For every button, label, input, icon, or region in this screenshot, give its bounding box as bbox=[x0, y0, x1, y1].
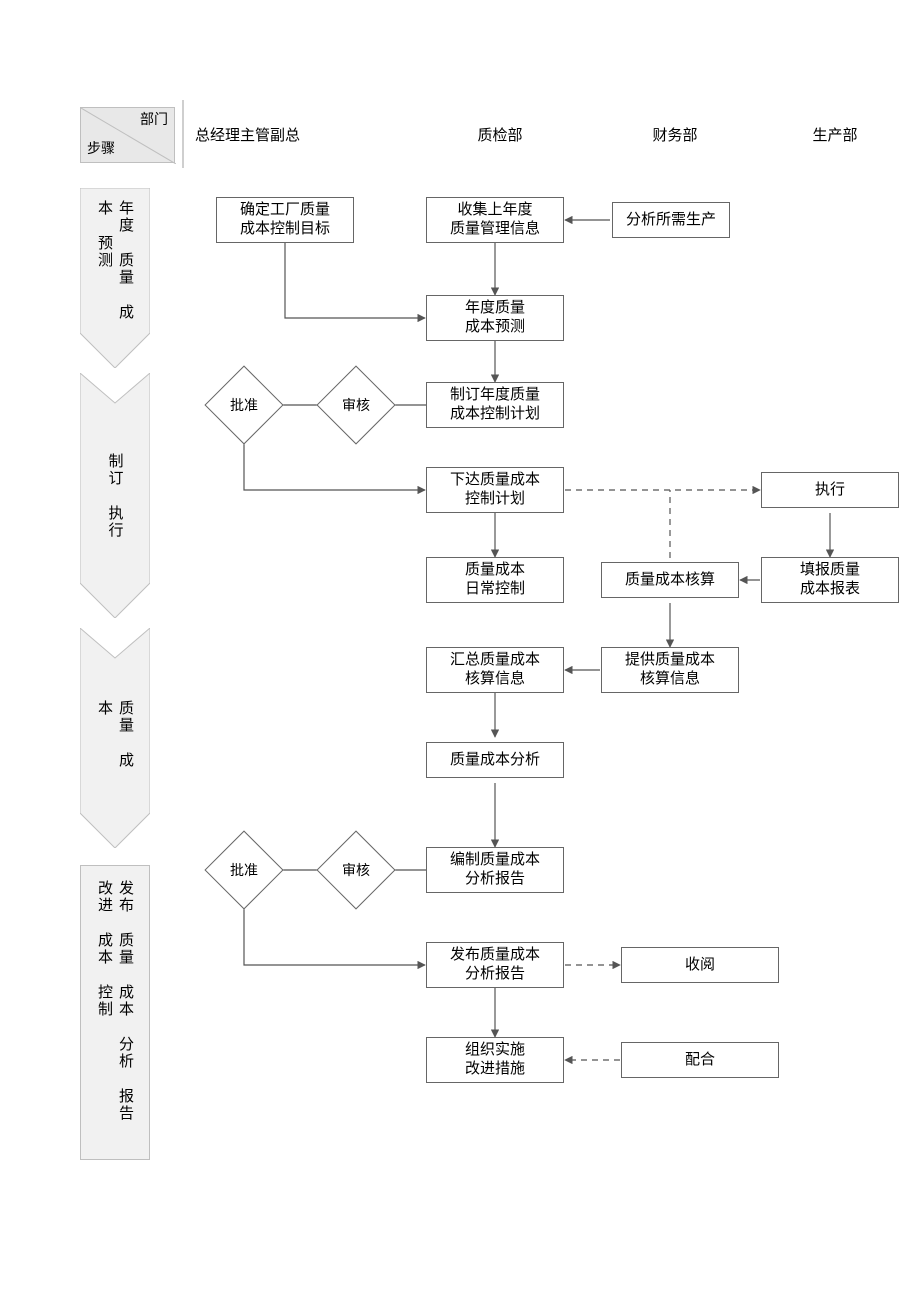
node-receive: 收阅 bbox=[621, 947, 779, 983]
node-plan: 制订年度质量 成本控制计划 bbox=[426, 382, 564, 428]
decision-review-1: 审核 bbox=[328, 377, 384, 433]
node-exec: 执行 bbox=[761, 472, 899, 508]
decision-review-2: 审核 bbox=[328, 842, 384, 898]
stage-1-label: 年度 质量 成本 预测 bbox=[80, 200, 150, 335]
header-corner: 部门 步骤 bbox=[80, 107, 175, 163]
node-forecast: 年度质量 成本预测 bbox=[426, 295, 564, 341]
decision-approve-2: 批准 bbox=[216, 842, 272, 898]
node-target: 确定工厂质量 成本控制目标 bbox=[216, 197, 354, 243]
col-qc: 质检部 bbox=[465, 125, 535, 147]
stage-2-label: 制订 执行 bbox=[80, 448, 150, 543]
node-publish: 发布质量成本 分析报告 bbox=[426, 942, 564, 988]
node-provide: 提供质量成本 核算信息 bbox=[601, 647, 739, 693]
node-daily: 质量成本 日常控制 bbox=[426, 557, 564, 603]
stage-3-label: 质量 成本 bbox=[80, 700, 150, 780]
stage-4-label: 发布 质量 成本 分析 报告 改进 成本 控制 bbox=[80, 880, 150, 1145]
corner-bottom-label: 步骤 bbox=[87, 141, 115, 159]
node-report: 编制质量成本 分析报告 bbox=[426, 847, 564, 893]
col-gm: 总经理主管副总 bbox=[195, 125, 375, 147]
node-coop: 配合 bbox=[621, 1042, 779, 1078]
node-account: 质量成本核算 bbox=[601, 562, 739, 598]
node-fill: 填报质量 成本报表 bbox=[761, 557, 899, 603]
node-analysis: 质量成本分析 bbox=[426, 742, 564, 778]
flowchart-canvas: exec (dashed) --> receive --> 部门 步骤 总经理主… bbox=[0, 0, 920, 1301]
corner-top-label: 部门 bbox=[140, 112, 168, 130]
header-divider bbox=[182, 100, 184, 168]
node-issue: 下达质量成本 控制计划 bbox=[426, 467, 564, 513]
node-improve: 组织实施 改进措施 bbox=[426, 1037, 564, 1083]
node-analyze: 分析所需生产 bbox=[612, 202, 730, 238]
node-collect: 收集上年度 质量管理信息 bbox=[426, 197, 564, 243]
col-prod: 生产部 bbox=[800, 125, 870, 147]
col-fin: 财务部 bbox=[640, 125, 710, 147]
node-sum: 汇总质量成本 核算信息 bbox=[426, 647, 564, 693]
decision-approve-1: 批准 bbox=[216, 377, 272, 433]
